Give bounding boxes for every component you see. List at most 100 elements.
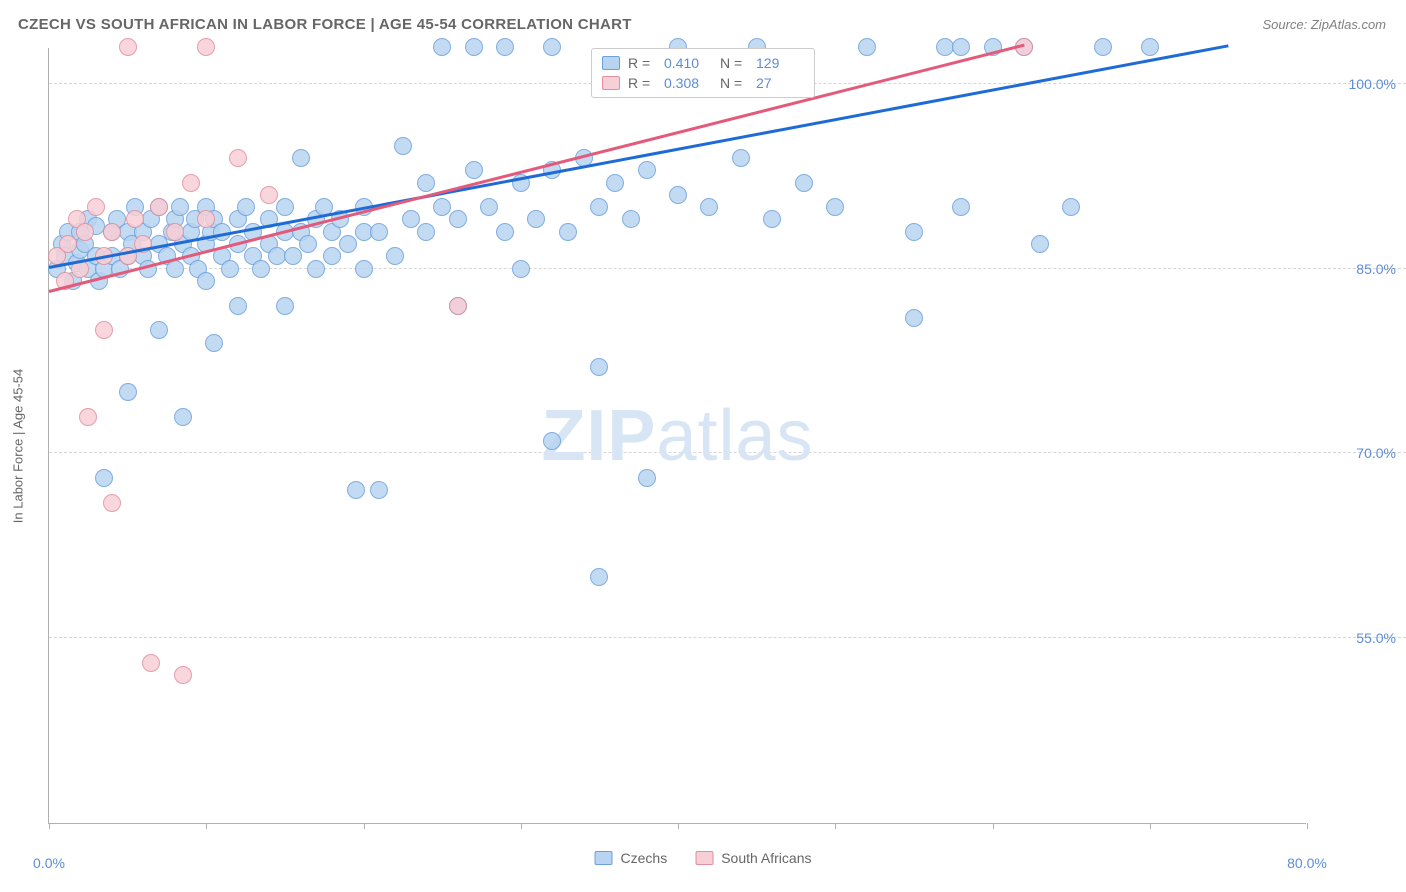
czech-point xyxy=(433,38,451,56)
czech-point xyxy=(543,38,561,56)
sa-point xyxy=(449,297,467,315)
legend-value: 0.308 xyxy=(664,75,712,91)
czech-point xyxy=(355,260,373,278)
czech-point xyxy=(1141,38,1159,56)
legend-value: 0.410 xyxy=(664,55,712,71)
gridline xyxy=(49,637,1406,638)
legend-label: N = xyxy=(720,55,748,71)
czech-point xyxy=(323,247,341,265)
watermark-rest: atlas xyxy=(656,396,813,476)
czech-point xyxy=(795,174,813,192)
czech-point xyxy=(417,223,435,241)
czech-point xyxy=(433,198,451,216)
czech-point xyxy=(905,309,923,327)
czech-point xyxy=(465,161,483,179)
plot-area: ZIPatlas 55.0%70.0%85.0%100.0%0.0%80.0% xyxy=(48,48,1306,824)
sa-point xyxy=(174,666,192,684)
sa-point xyxy=(229,149,247,167)
sa-point xyxy=(87,198,105,216)
czech-point xyxy=(590,358,608,376)
y-tick-label: 85.0% xyxy=(1316,261,1396,277)
sa-point xyxy=(142,654,160,672)
czech-swatch xyxy=(595,851,613,865)
legend-correlation-row: R = 0.308 N = 27 xyxy=(602,73,804,93)
sa-trendline xyxy=(49,44,1025,293)
czech-point xyxy=(370,481,388,499)
czech-point xyxy=(669,186,687,204)
legend-label: N = xyxy=(720,75,748,91)
x-tick xyxy=(364,823,365,829)
czech-point xyxy=(205,334,223,352)
czech-point xyxy=(496,38,514,56)
czech-point xyxy=(559,223,577,241)
sa-point xyxy=(79,408,97,426)
czech-point xyxy=(590,568,608,586)
sa-point xyxy=(150,198,168,216)
x-tick xyxy=(835,823,836,829)
sa-point xyxy=(126,210,144,228)
legend-series: Czechs South Africans xyxy=(595,850,812,866)
czech-point xyxy=(543,432,561,450)
x-tick xyxy=(1307,823,1308,829)
czech-point xyxy=(590,198,608,216)
sa-swatch xyxy=(602,76,620,90)
sa-point xyxy=(197,210,215,228)
czech-point xyxy=(307,260,325,278)
y-tick-label: 70.0% xyxy=(1316,445,1396,461)
legend-label: R = xyxy=(628,75,656,91)
czech-point xyxy=(339,235,357,253)
sa-point xyxy=(166,223,184,241)
czech-point xyxy=(276,198,294,216)
czech-point xyxy=(826,198,844,216)
x-tick-label: 80.0% xyxy=(1287,855,1327,871)
czech-point xyxy=(221,260,239,278)
czech-point xyxy=(119,383,137,401)
czech-point xyxy=(299,235,317,253)
x-tick-label: 0.0% xyxy=(33,855,65,871)
sa-point xyxy=(119,38,137,56)
czech-swatch xyxy=(602,56,620,70)
gridline xyxy=(49,452,1406,453)
x-tick xyxy=(678,823,679,829)
y-tick-label: 100.0% xyxy=(1316,76,1396,92)
czech-point xyxy=(858,38,876,56)
sa-point xyxy=(260,186,278,204)
legend-series-label: South Africans xyxy=(721,850,811,866)
czech-point xyxy=(229,297,247,315)
czech-point xyxy=(276,297,294,315)
czech-point xyxy=(700,198,718,216)
czech-point xyxy=(465,38,483,56)
legend-series-label: Czechs xyxy=(621,850,668,866)
czech-point xyxy=(1031,235,1049,253)
chart-source: Source: ZipAtlas.com xyxy=(1262,17,1386,32)
watermark: ZIPatlas xyxy=(541,395,813,477)
czech-point xyxy=(417,174,435,192)
sa-point xyxy=(95,321,113,339)
y-tick-label: 55.0% xyxy=(1316,630,1396,646)
czech-point xyxy=(763,210,781,228)
legend-value: 129 xyxy=(756,55,804,71)
legend-value: 27 xyxy=(756,75,804,91)
czech-point xyxy=(347,481,365,499)
czech-point xyxy=(1094,38,1112,56)
czech-point xyxy=(732,149,750,167)
czech-point xyxy=(150,321,168,339)
czech-point xyxy=(905,223,923,241)
sa-point xyxy=(76,223,94,241)
czech-point xyxy=(174,408,192,426)
sa-point xyxy=(182,174,200,192)
czech-point xyxy=(386,247,404,265)
legend-series-item: South Africans xyxy=(695,850,811,866)
czech-point xyxy=(1062,198,1080,216)
czech-point xyxy=(252,260,270,278)
legend-label: R = xyxy=(628,55,656,71)
czech-point xyxy=(402,210,420,228)
czech-point xyxy=(197,272,215,290)
czech-point xyxy=(370,223,388,241)
czech-point xyxy=(512,260,530,278)
czech-point xyxy=(527,210,545,228)
czech-point xyxy=(284,247,302,265)
sa-point xyxy=(103,494,121,512)
sa-point xyxy=(197,38,215,56)
legend-series-item: Czechs xyxy=(595,850,668,866)
